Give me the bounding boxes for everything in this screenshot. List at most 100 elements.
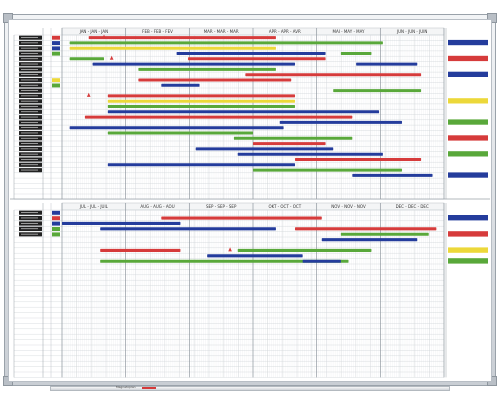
top-label-text [21,132,38,134]
top-month-label: MAI - MAY - MAY [333,29,366,34]
top-right-tag [448,151,488,157]
top-label-text [21,116,38,118]
top-label-text [21,143,38,144]
top-month-label: MAR - MAR - MAR [204,29,239,34]
top-plan-bar [233,136,353,140]
top-month-label: JAN - JAN - JAN [79,29,109,34]
bottom-label-text [21,223,38,224]
bottom-right-tag [448,247,488,253]
bottom-plan-bar [207,254,303,258]
top-plan-bar [107,163,296,167]
top-plan-bar [176,52,326,55]
bottom-plan-bar [237,248,372,252]
bottom-plan-bar [321,238,418,242]
top-status-magnet [52,41,60,45]
top-label-text [21,100,38,102]
top-plan-bar [352,173,433,177]
bottom-plan-bar [100,259,349,263]
top-right-tag [448,135,488,141]
top-right-tag [448,55,488,62]
top-plan-bar [188,57,326,61]
bottom-right-tag [448,231,488,237]
bottom-status-magnet [52,227,60,231]
top-status-magnet [52,78,60,83]
top-status-magnet [52,46,60,51]
bottom-right-tag [448,215,488,221]
top-plan-bar [69,57,105,61]
top-plan-bar [253,168,402,172]
top-status-magnet [52,51,60,56]
top-month-label: APR - APR - AVR [269,29,301,34]
bottom-plan-bar [302,259,341,263]
bottom-plan-bar [62,221,181,225]
top-label-text [21,122,38,123]
pen-tray [50,386,450,391]
top-label-text [21,74,38,75]
bottom-status-magnet [52,232,60,237]
bottom-month-label: AUG - AUG - AOU [140,204,174,209]
bottom-month-label: SEP - SEP - SEP [206,204,237,209]
top-marker-triangle [109,55,114,60]
top-plan-bar [107,131,253,135]
bottom-plan-bar [161,216,322,220]
top-plan-bar [237,152,383,156]
bottom-right-tag [448,258,488,264]
top-plan-bar [245,73,422,77]
top-label-text [21,69,38,70]
bottom-plan-bar [100,248,181,252]
bottom-month-label: OKT - OCT - OCT [269,204,302,209]
bottom-month-label: NOV - NOV - NOV [331,204,366,209]
top-plan-bar [279,120,402,124]
top-label-text [21,47,38,49]
top-plan-bar [253,142,326,146]
bottom-status-magnet [52,216,60,221]
top-label-text [21,153,38,155]
top-plan-bar [138,78,292,82]
top-label-text [21,106,38,107]
top-plan-bar [69,126,284,130]
bottom-month-label: DEC - DEC - DEC [396,204,429,209]
bottom-label-text [21,217,38,219]
top-plan-bar [107,99,296,103]
bottom-label-text [21,212,38,213]
top-label-text [21,58,38,60]
top-right-tag [448,172,488,178]
bottom-status-magnet [52,221,60,226]
top-label-text [21,90,38,91]
top-label-text [21,95,38,97]
bottom-label-text [21,233,38,235]
top-right-tag [448,98,488,104]
top-label-text [21,53,38,54]
top-plan-bar [356,62,418,66]
top-label-text [21,127,38,128]
top-month-label: FEB - FEB - FEV [142,29,173,34]
bottom-plan-bar [100,227,276,231]
bottom-label-text [21,228,38,230]
top-label-text [21,148,38,150]
top-label-text [21,111,38,113]
top-status-magnet [52,35,60,40]
top-month-label: JUN - JUN - JUIN [396,29,427,34]
top-label-text [21,159,38,160]
top-plan-bar [138,67,276,71]
bottom-status-magnet [52,210,60,215]
top-label-text [21,137,38,139]
top-plan-bar [195,147,334,151]
top-label-text [21,42,38,44]
top-plan-bar [107,94,296,98]
top-right-tag [448,119,488,125]
top-marker-triangle [102,34,106,39]
top-plan-bar [295,158,422,161]
top-plan-bar [107,105,296,108]
tray-marker [142,387,156,389]
top-plan-bar [340,52,372,55]
top-label-text [21,164,38,166]
top-plan-bar [333,89,422,93]
tray-brand-text: Magnetoplan [116,385,136,389]
top-label-text [21,84,38,86]
top-plan-bar [107,110,380,114]
top-label-text [21,63,38,65]
top-plan-bar [92,62,296,66]
